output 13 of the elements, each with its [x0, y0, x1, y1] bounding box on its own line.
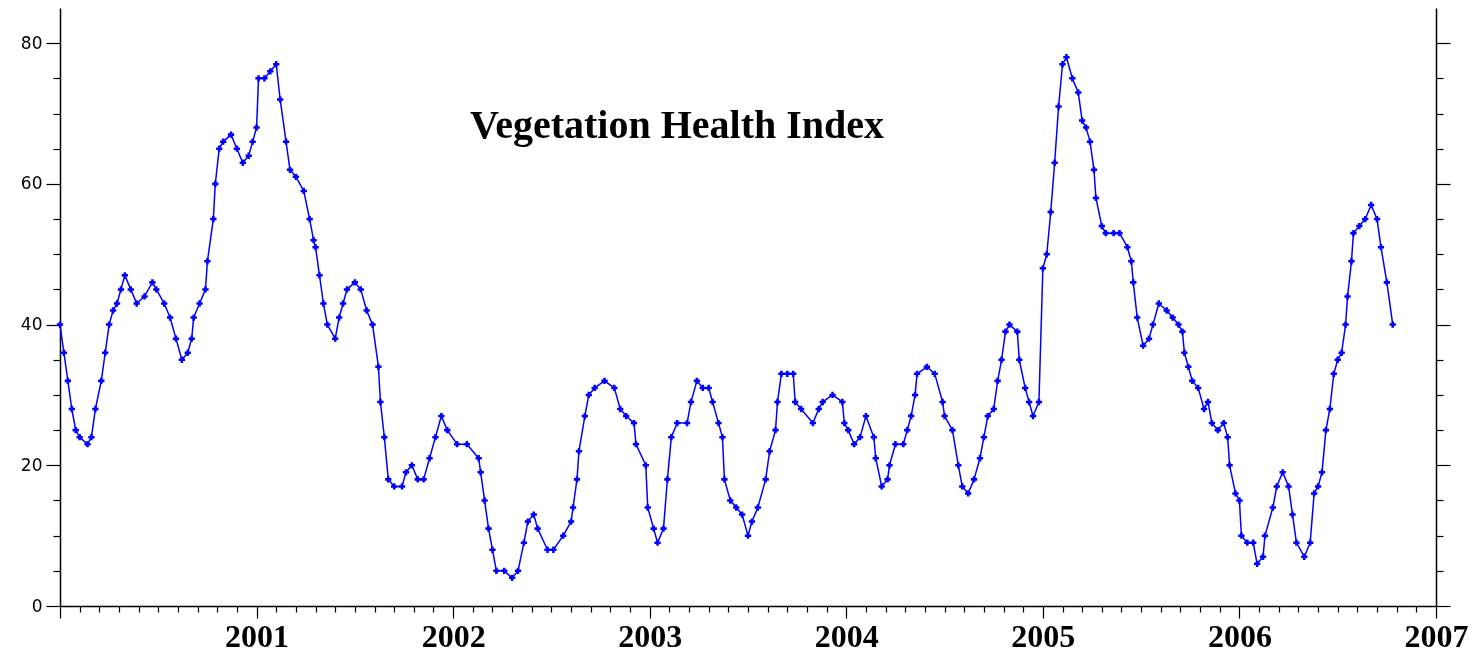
y-tick-label: 20	[20, 454, 43, 475]
x-tick-label: 2007	[1404, 617, 1469, 654]
x-tick-label: 2006	[1207, 617, 1272, 654]
y-tick-label: 80	[20, 32, 43, 53]
x-tick-label: 2005	[1011, 617, 1076, 654]
y-tick-label: 60	[20, 173, 43, 194]
x-tick-label: 2002	[421, 617, 486, 654]
y-tick-label: 0	[31, 595, 43, 616]
x-tick-label: 2001	[225, 617, 290, 654]
y-tick-label: 40	[20, 314, 43, 335]
x-tick-label: 2004	[814, 617, 879, 654]
x-tick-label: 2003	[618, 617, 683, 654]
text: Vegetation Health Index	[469, 102, 885, 147]
